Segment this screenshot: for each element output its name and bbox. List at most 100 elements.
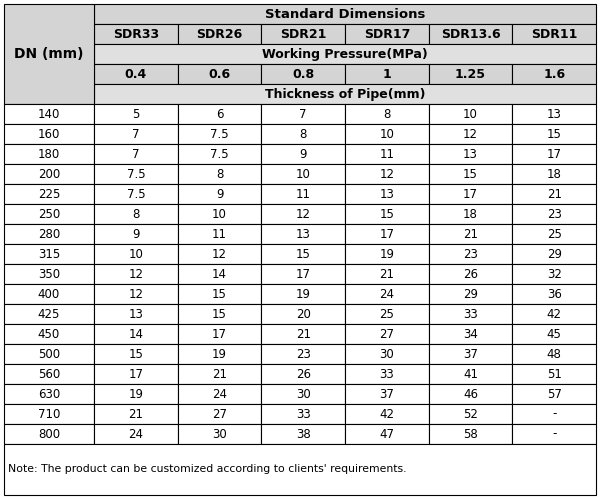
Bar (178, 144, 262, 164)
Text: 500: 500 (38, 347, 60, 360)
Text: 19: 19 (296, 287, 311, 300)
Bar (512, 424, 596, 444)
Bar (178, 64, 262, 84)
Text: 7.5: 7.5 (127, 168, 145, 181)
Bar (178, 364, 262, 384)
Bar (428, 344, 512, 364)
Bar (262, 204, 345, 224)
Bar (178, 284, 262, 304)
Bar (262, 344, 345, 364)
Bar (178, 204, 262, 224)
Text: 9: 9 (132, 228, 140, 241)
Text: 10: 10 (296, 168, 311, 181)
Bar (178, 424, 262, 444)
Bar (512, 24, 596, 44)
Bar (262, 24, 345, 44)
Text: 15: 15 (296, 248, 311, 260)
Text: 0.4: 0.4 (125, 67, 147, 80)
Bar (428, 64, 512, 84)
Bar (345, 264, 428, 284)
Text: 250: 250 (38, 208, 60, 221)
Text: 25: 25 (379, 307, 394, 320)
Bar (4, 324, 94, 344)
Text: 15: 15 (128, 347, 143, 360)
Text: 21: 21 (463, 228, 478, 241)
Text: SDR17: SDR17 (364, 27, 410, 40)
Text: 560: 560 (38, 367, 60, 381)
Bar (428, 324, 512, 344)
Bar (178, 124, 262, 144)
Text: 8: 8 (299, 128, 307, 141)
Text: 315: 315 (38, 248, 60, 260)
Bar (428, 124, 512, 144)
Bar (178, 244, 262, 264)
Text: 37: 37 (463, 347, 478, 360)
Text: Note: The product can be customized according to clients' requirements.: Note: The product can be customized acco… (8, 465, 407, 475)
Bar (262, 124, 345, 144)
Bar (512, 204, 596, 224)
Bar (94, 344, 178, 364)
Bar (94, 404, 178, 424)
Text: 15: 15 (212, 287, 227, 300)
Bar (4, 244, 94, 264)
Bar (94, 204, 178, 224)
Bar (512, 384, 596, 404)
Bar (345, 244, 428, 264)
Text: 160: 160 (38, 128, 60, 141)
Text: 13: 13 (379, 188, 394, 201)
Text: 450: 450 (38, 327, 60, 340)
Text: 7.5: 7.5 (127, 188, 145, 201)
Text: 38: 38 (296, 428, 311, 441)
Bar (428, 284, 512, 304)
Text: 57: 57 (547, 388, 562, 401)
Bar (4, 304, 94, 324)
Text: 425: 425 (38, 307, 60, 320)
Bar (4, 4, 94, 104)
Text: 11: 11 (296, 188, 311, 201)
Text: DN (mm): DN (mm) (14, 47, 84, 61)
Text: 48: 48 (547, 347, 562, 360)
Bar (94, 184, 178, 204)
Text: 47: 47 (379, 428, 394, 441)
Text: 400: 400 (38, 287, 60, 300)
Text: Thickness of Pipe(mm): Thickness of Pipe(mm) (265, 87, 425, 100)
Text: 42: 42 (547, 307, 562, 320)
Bar (262, 104, 345, 124)
Bar (4, 404, 94, 424)
Bar (512, 364, 596, 384)
Bar (4, 364, 94, 384)
Bar (178, 184, 262, 204)
Text: 10: 10 (463, 107, 478, 120)
Text: 17: 17 (547, 148, 562, 161)
Text: 29: 29 (547, 248, 562, 260)
Bar (94, 124, 178, 144)
Bar (178, 264, 262, 284)
Bar (94, 324, 178, 344)
Text: 1.25: 1.25 (455, 67, 486, 80)
Text: 17: 17 (463, 188, 478, 201)
Text: 27: 27 (379, 327, 394, 340)
Text: -: - (552, 408, 556, 421)
Text: 24: 24 (128, 428, 143, 441)
Bar (428, 104, 512, 124)
Text: 23: 23 (296, 347, 311, 360)
Text: Standard Dimensions: Standard Dimensions (265, 7, 425, 20)
Bar (345, 224, 428, 244)
Text: 1.6: 1.6 (543, 67, 565, 80)
Text: 15: 15 (463, 168, 478, 181)
Text: 19: 19 (128, 388, 143, 401)
Text: 280: 280 (38, 228, 60, 241)
Bar (512, 264, 596, 284)
Text: 9: 9 (216, 188, 223, 201)
Bar (4, 284, 94, 304)
Text: 42: 42 (379, 408, 394, 421)
Bar (512, 104, 596, 124)
Text: 21: 21 (296, 327, 311, 340)
Text: 21: 21 (212, 367, 227, 381)
Text: 630: 630 (38, 388, 60, 401)
Text: 12: 12 (128, 267, 143, 280)
Bar (4, 124, 94, 144)
Text: 13: 13 (463, 148, 478, 161)
Bar (4, 424, 94, 444)
Text: 350: 350 (38, 267, 60, 280)
